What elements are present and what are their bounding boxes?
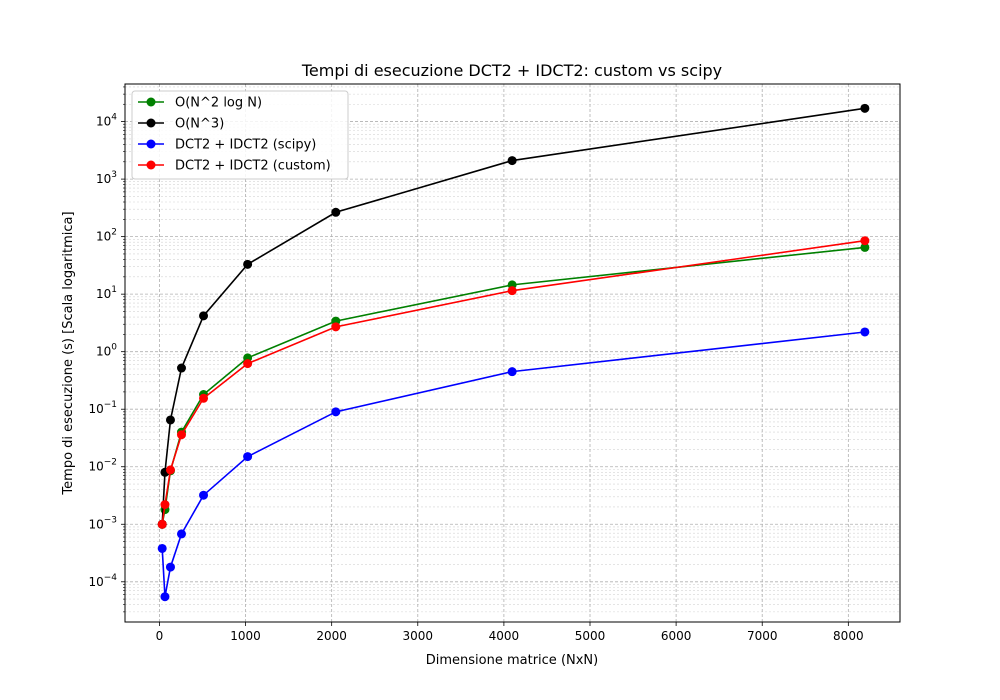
y-tick-label: 100 <box>96 343 117 359</box>
x-tick-label: 4000 <box>489 629 520 643</box>
y-axis: 10−4 10−3 10−2 10−1 100 101 102 103 104 <box>88 86 125 613</box>
data-point <box>243 452 253 462</box>
data-point <box>507 286 517 296</box>
legend-label: DCT2 + IDCT2 (custom) <box>175 159 331 174</box>
data-point <box>160 592 170 602</box>
x-tick-label: 1000 <box>230 629 261 643</box>
x-tick-label: 6000 <box>661 629 692 643</box>
legend-label: O(N^3) <box>175 117 224 132</box>
data-point <box>165 415 175 425</box>
y-tick-label: 103 <box>96 170 117 186</box>
x-tick-label: 2000 <box>316 629 347 643</box>
y-tick-label: 10−4 <box>88 573 117 589</box>
x-tick-label: 5000 <box>575 629 606 643</box>
legend-item: O(N^2 log N) <box>138 96 262 111</box>
x-axis-label: Dimensione matrice (NxN) <box>426 653 598 668</box>
y-axis-label: Tempo di esecuzione (s) [Scala logaritmi… <box>61 211 76 495</box>
legend-label: O(N^2 log N) <box>175 96 262 111</box>
data-point <box>507 367 517 377</box>
legend-marker <box>146 97 156 107</box>
y-tick-label: 10−3 <box>88 515 117 531</box>
grid-major <box>125 84 900 622</box>
data-point <box>199 393 209 403</box>
data-point <box>176 529 186 539</box>
x-tick-label: 7000 <box>747 629 778 643</box>
series-2 <box>157 327 870 602</box>
data-point <box>860 327 870 337</box>
x-axis: 0 1000 2000 3000 4000 5000 6000 7000 8000 <box>156 622 864 643</box>
y-tick-label: 10−2 <box>88 458 117 474</box>
data-point <box>157 543 167 553</box>
y-tick-label: 10−1 <box>88 400 117 416</box>
y-tick-label: 102 <box>96 228 117 244</box>
data-point <box>199 311 209 321</box>
data-point <box>507 156 517 166</box>
data-point <box>165 562 175 572</box>
y-tick-label: 104 <box>96 113 117 129</box>
legend-marker <box>146 160 156 170</box>
legend-item: O(N^3) <box>138 117 224 132</box>
x-tick-label: 3000 <box>403 629 434 643</box>
data-point <box>331 407 341 417</box>
y-tick-label: 101 <box>96 285 117 301</box>
data-point <box>243 359 253 369</box>
data-point <box>331 207 341 217</box>
data-point <box>243 259 253 269</box>
data-point <box>176 430 186 440</box>
legend-box <box>131 90 349 180</box>
data-point <box>165 465 175 475</box>
data-point <box>160 500 170 510</box>
plot-frame <box>124 83 901 623</box>
legend: O(N^2 log N) O(N^3) DCT2 + IDCT2 (scipy) DC… <box>131 90 349 180</box>
legend-marker <box>146 139 156 149</box>
data-point <box>199 490 209 500</box>
x-tick-label: 8000 <box>833 629 864 643</box>
data-point <box>331 322 341 332</box>
chart-title: Tempi di esecuzione DCT2 + IDCT2: custom… <box>301 61 722 80</box>
data-point <box>157 519 167 529</box>
legend-item: DCT2 + IDCT2 (scipy) <box>138 138 316 153</box>
data-point <box>860 236 870 246</box>
legend-item: DCT2 + IDCT2 (custom) <box>138 159 331 174</box>
data-point <box>860 103 870 113</box>
legend-label: DCT2 + IDCT2 (scipy) <box>175 138 316 153</box>
data-point <box>860 242 870 252</box>
legend-marker <box>146 118 156 128</box>
data-point <box>176 363 186 373</box>
series-layer <box>157 103 870 602</box>
x-tick-label: 0 <box>156 629 164 643</box>
series-3 <box>157 236 870 529</box>
